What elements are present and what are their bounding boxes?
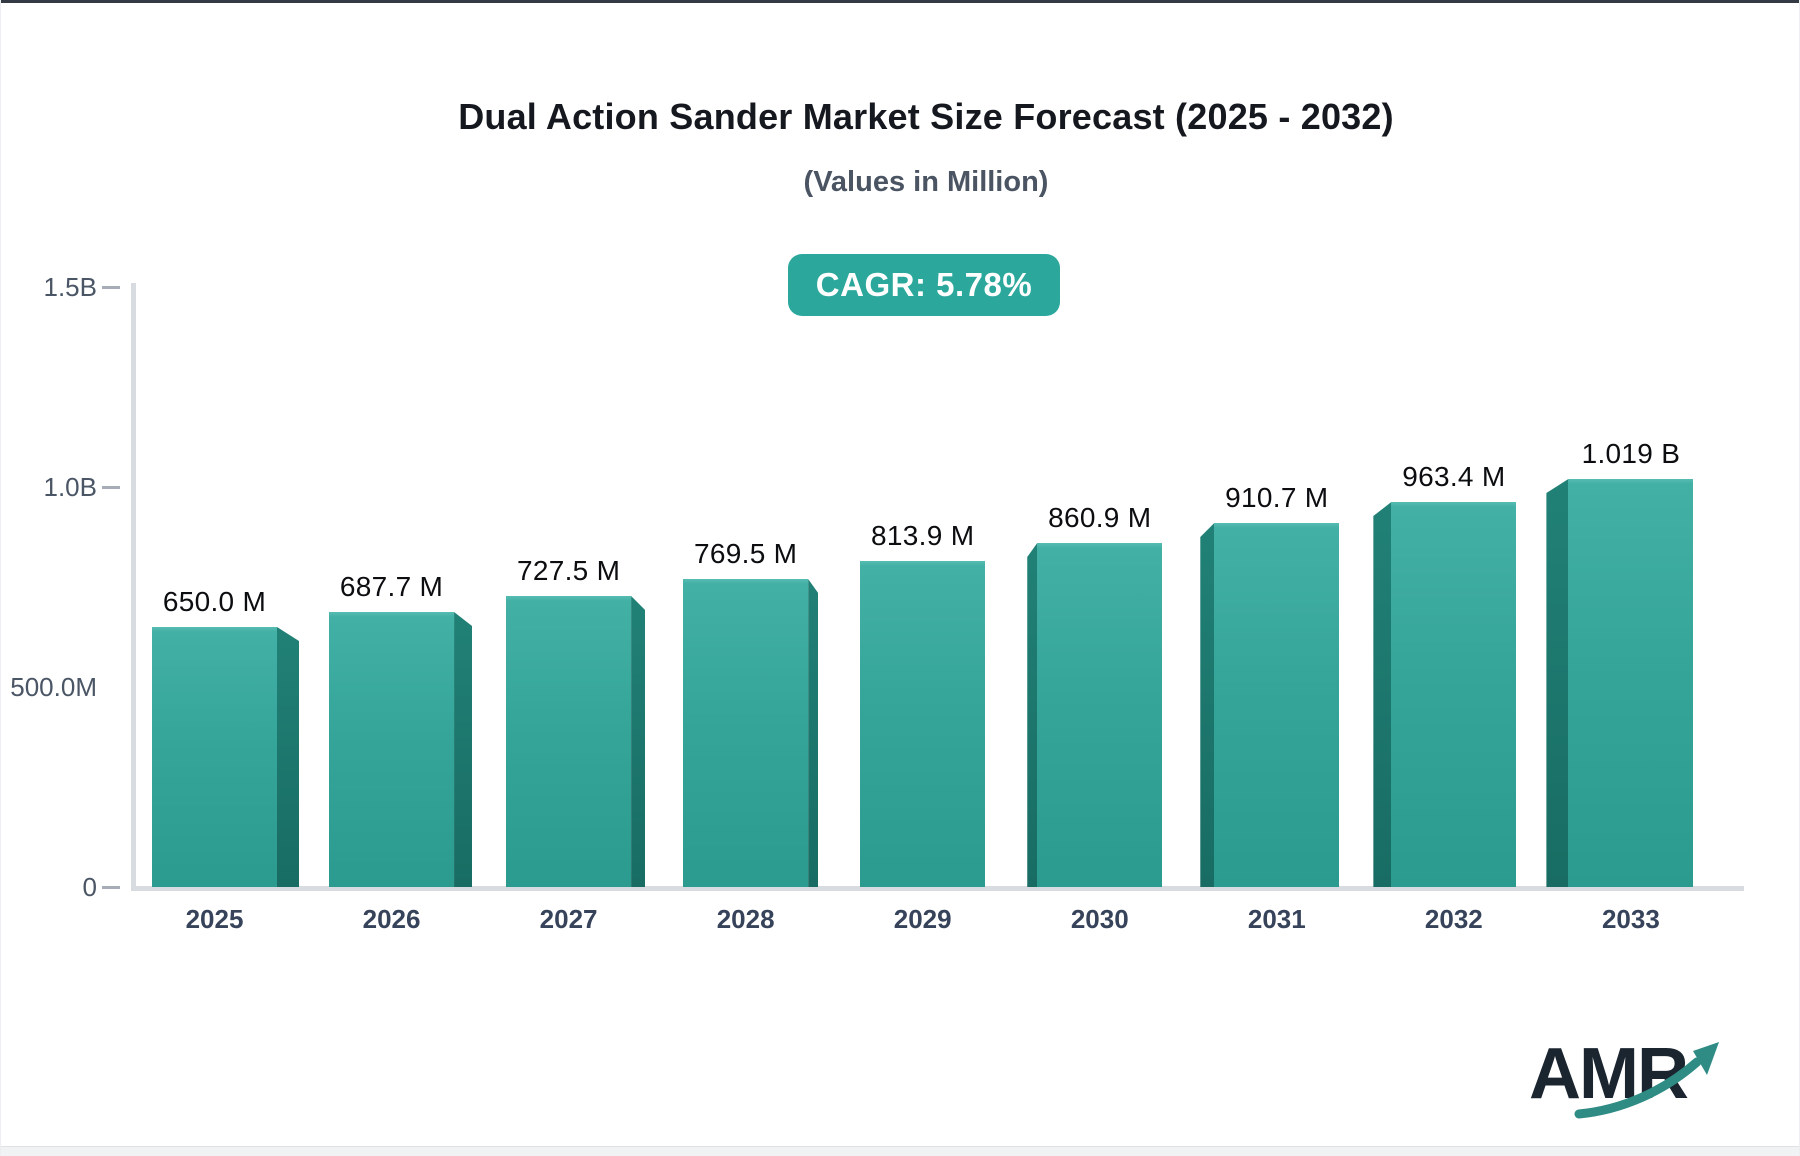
y-tick-label: 500.0M	[10, 672, 97, 702]
x-category-label: 2030	[1070, 904, 1129, 934]
bar-side-2031	[1200, 523, 1215, 887]
amr-logo-text: AMR	[1529, 1034, 1688, 1114]
bar-2028	[683, 579, 809, 887]
x-category-label: 2031	[1247, 904, 1306, 934]
x-axis-line	[132, 886, 1744, 891]
x-category-label: 2033	[1601, 904, 1660, 934]
bar-value-label: 813.9 M	[871, 520, 975, 551]
cagr-badge: CAGR: 5.78%	[788, 254, 1060, 316]
bar-value-label: 860.9 M	[1048, 502, 1152, 533]
bar-value-label: 650.0 M	[162, 586, 267, 617]
bar-2033	[1568, 479, 1694, 887]
bar-2030	[1037, 543, 1163, 887]
x-category-label: 2027	[539, 904, 598, 934]
chart-subtitle: (Values in Million)	[803, 166, 1049, 198]
bar-side-2033	[1546, 479, 1569, 887]
bar-value-label: 727.5 M	[516, 555, 621, 586]
bar-value-label: 910.7 M	[1225, 482, 1329, 513]
bar-side-2026	[454, 612, 473, 887]
bar-side-2028	[808, 579, 819, 887]
x-category-label: 2032	[1424, 904, 1483, 934]
y-tick-dash	[102, 885, 120, 889]
x-category-label: 2026	[362, 904, 421, 934]
bottom-strip	[1, 1146, 1799, 1156]
bar-value-label: 769.5 M	[694, 538, 798, 569]
bar-value-label: 963.4 M	[1402, 461, 1506, 492]
chart-title: Dual Action Sander Market Size Forecast …	[458, 96, 1394, 137]
bar-value-label: 1.019 B	[1581, 438, 1681, 469]
x-category-label: 2028	[716, 904, 775, 934]
y-axis-line	[131, 283, 136, 891]
x-category-label: 2025	[185, 904, 244, 934]
y-axis: 0 500.0M 1.0B 1.5B	[1, 272, 134, 902]
bar-2031	[1214, 523, 1340, 887]
bar-2027	[506, 596, 632, 887]
bar-2026	[329, 612, 455, 887]
bar-2025	[152, 627, 277, 887]
plot-area: 650.0 M 2025 687.7 M 2026 727.5 M 2027 769.5 M…	[134, 287, 1744, 934]
bar-2029	[860, 561, 986, 887]
x-category-label: 2029	[893, 904, 952, 934]
y-tick-label: 0	[82, 872, 97, 902]
y-tick-label: 1.0B	[43, 472, 98, 502]
bar-side-2027	[631, 596, 646, 887]
y-tick-dash	[102, 485, 120, 489]
bar-side-2030	[1027, 543, 1038, 887]
bar-value-label: 687.7 M	[339, 571, 444, 602]
bar-side-2032	[1373, 502, 1392, 887]
amr-arrow-icon	[1574, 1042, 1719, 1119]
y-tick-dash	[102, 285, 120, 289]
y-tick-label: 1.5B	[43, 272, 98, 302]
window-top-border	[1, 0, 1799, 3]
bar-2032	[1391, 502, 1517, 887]
amr-logo: AMR	[1529, 1034, 1719, 1119]
bar-side-2025	[277, 627, 299, 887]
